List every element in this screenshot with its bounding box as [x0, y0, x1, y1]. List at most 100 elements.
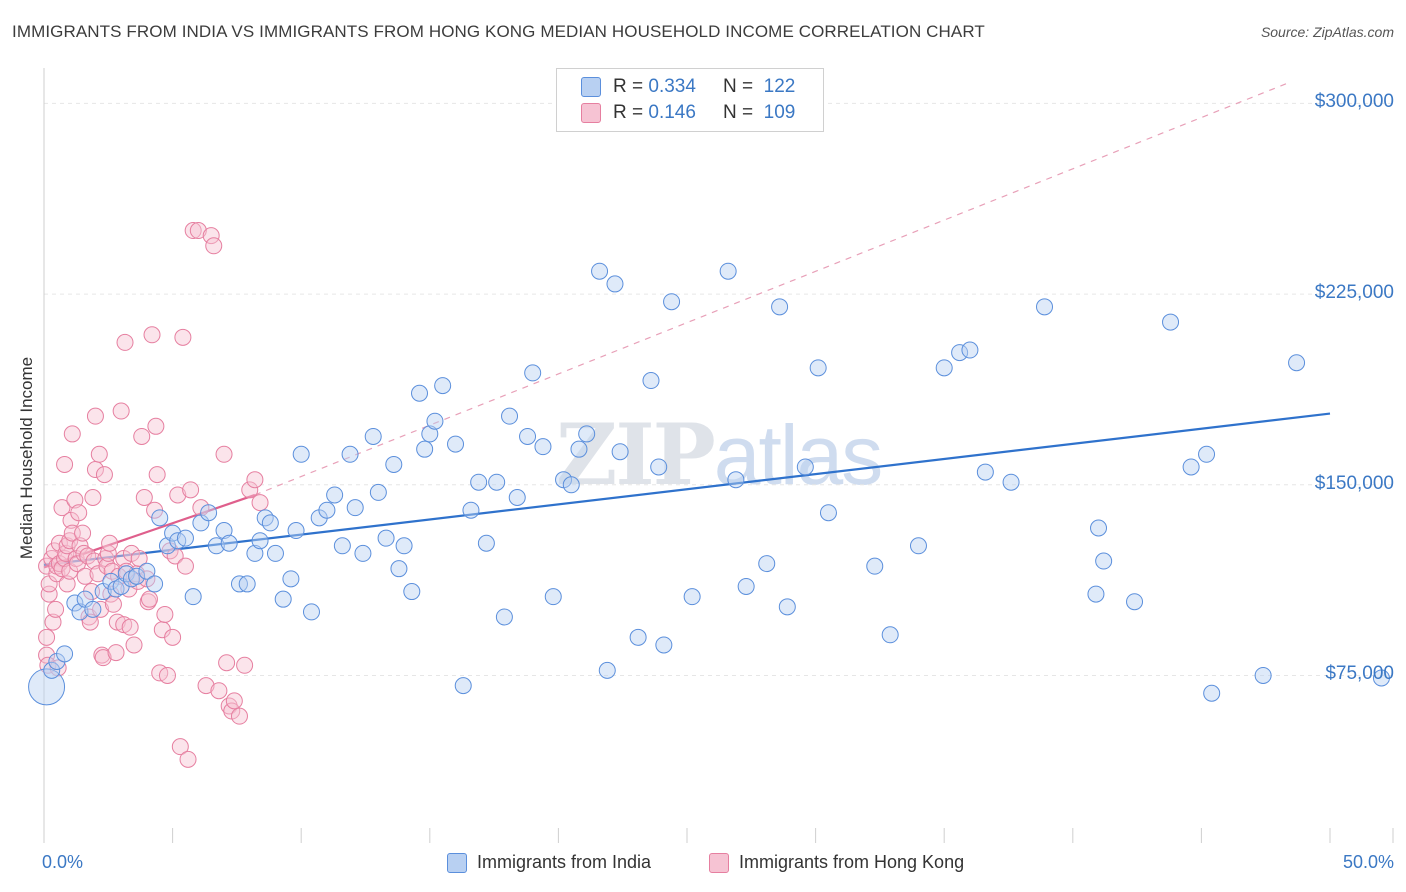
hongkong-point	[210, 682, 228, 700]
india-point	[909, 537, 927, 555]
hongkong-point	[53, 499, 71, 517]
hongkong-point	[246, 471, 264, 489]
india-swatch	[581, 77, 601, 97]
hongkong-point	[47, 600, 65, 618]
hongkong-point	[236, 656, 254, 674]
india-point	[796, 458, 814, 476]
india-point	[71, 603, 89, 621]
india-point	[591, 262, 609, 280]
hongkong-swatch	[581, 103, 601, 123]
india-point	[719, 262, 737, 280]
hongkong-point	[95, 466, 113, 484]
hongkong-point	[241, 481, 259, 499]
hongkong-point	[184, 222, 202, 240]
x-tick-label-min: 0.0%	[42, 852, 84, 872]
hongkong-point	[40, 585, 58, 603]
india-point	[454, 677, 472, 695]
hongkong-point	[171, 738, 189, 756]
hongkong-point	[133, 427, 151, 445]
hongkong-point	[94, 649, 112, 667]
india-point	[544, 588, 562, 606]
bottom-legend-hongkong-label: Immigrants from Hong Kong	[739, 852, 965, 872]
india-point	[151, 509, 169, 527]
hongkong-point	[63, 425, 81, 443]
india-point	[1095, 552, 1113, 570]
india-point	[238, 575, 256, 593]
bottom-legend-hongkong: Immigrants from Hong Kong	[709, 852, 964, 873]
india-point	[508, 488, 526, 506]
x-tick-label-max: 50.0%	[1342, 852, 1394, 872]
hongkong-point	[176, 557, 194, 575]
india-point	[84, 600, 102, 618]
india-point	[318, 501, 336, 519]
hongkong-point	[107, 644, 125, 662]
hongkong-point	[76, 567, 94, 585]
hongkong-point	[130, 550, 148, 568]
y-tick-label: $225,000	[1314, 282, 1394, 304]
india-point	[1182, 458, 1200, 476]
hongkong-point	[66, 491, 84, 509]
india-point	[1254, 666, 1272, 684]
india-point	[737, 577, 755, 595]
india-point	[598, 661, 616, 679]
watermark: ZIPatlas	[556, 405, 883, 504]
legend-r-label: R =	[613, 102, 644, 123]
india-point	[1090, 519, 1108, 537]
hongkong-points	[38, 222, 269, 768]
hongkong-point	[140, 590, 158, 608]
hongkong-point	[104, 595, 122, 613]
india-point	[771, 298, 789, 316]
hongkong-point	[189, 222, 207, 240]
bottom-legend-india-label: Immigrants from India	[477, 852, 652, 872]
india-point	[1087, 585, 1105, 603]
india-point	[819, 504, 837, 522]
india-point	[758, 555, 776, 573]
hongkong-point	[179, 750, 197, 768]
hongkong-point	[197, 677, 215, 695]
india-point	[56, 645, 74, 663]
india-point	[66, 594, 84, 612]
india-point	[501, 407, 519, 425]
india-point	[292, 445, 310, 463]
india-point	[470, 473, 488, 491]
india-point	[495, 608, 513, 626]
india-point	[251, 532, 269, 550]
hongkong-point	[251, 494, 269, 512]
india-point	[1198, 445, 1216, 463]
india-point	[146, 575, 164, 593]
hongkong-point	[169, 486, 187, 504]
india-swatch	[447, 852, 467, 873]
hongkong-point	[225, 692, 243, 710]
india-point	[411, 384, 429, 402]
hongkong-point	[38, 628, 56, 646]
india-point	[629, 628, 647, 646]
hongkong-point	[164, 628, 182, 646]
trend-lines	[43, 82, 1331, 569]
hongkong-point	[147, 417, 165, 435]
india-point	[390, 560, 408, 578]
y-tick-label: $300,000	[1314, 91, 1394, 113]
hongkong-point	[125, 636, 143, 654]
india-point	[385, 455, 403, 473]
hongkong-swatch	[709, 852, 729, 873]
source-label: Source: ZipAtlas.com	[1260, 24, 1394, 40]
india-point	[570, 440, 588, 458]
hongkong-point	[215, 445, 233, 463]
india-point	[364, 427, 382, 445]
india-point	[220, 534, 238, 552]
india-point	[663, 293, 681, 311]
bottom-legend-india: Immigrants from India	[447, 852, 651, 873]
axes	[43, 68, 1394, 843]
hongkong-point	[218, 654, 236, 672]
india-point	[935, 359, 953, 377]
india-point	[266, 544, 284, 562]
legend-n-value-hongkong: 109	[763, 102, 796, 123]
legend-row-india: R = 0.334 N = 122	[581, 75, 795, 99]
india-point	[395, 537, 413, 555]
hongkong-point	[174, 328, 192, 346]
india-point	[184, 588, 202, 606]
india-point	[809, 359, 827, 377]
india-point	[976, 463, 994, 481]
india-point	[421, 425, 439, 443]
india-point	[341, 445, 359, 463]
